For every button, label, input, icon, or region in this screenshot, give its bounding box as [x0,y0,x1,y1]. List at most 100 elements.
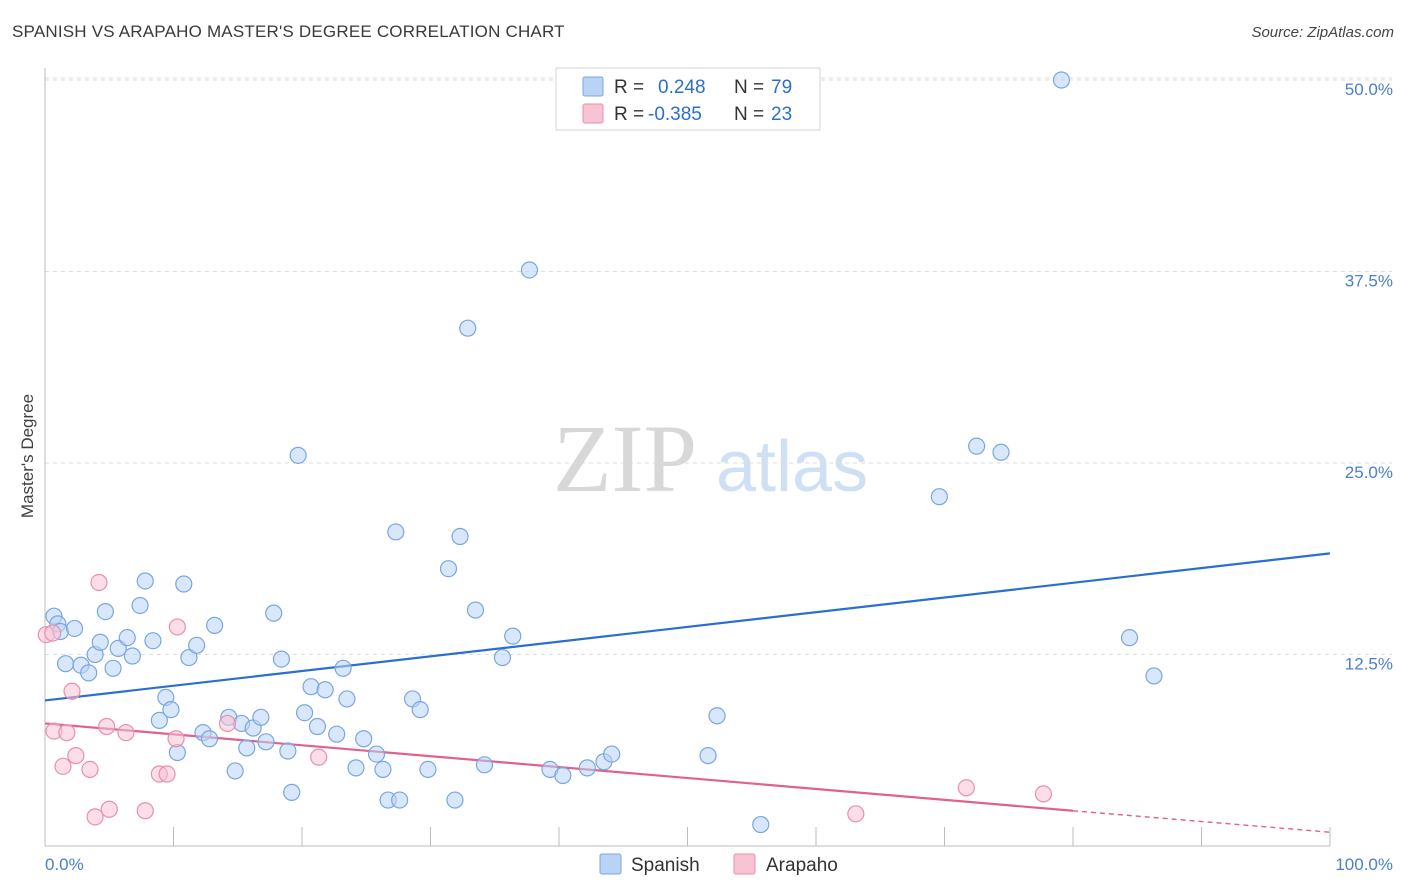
watermark-zip: ZIP [553,405,697,512]
arapaho-point-8 [86,808,104,826]
spanish-point-30 [238,739,256,757]
arapaho-point-5 [63,682,81,700]
spanish-point-60 [466,601,485,619]
arapaho-point-15 [158,765,176,783]
spanish-point-23 [188,636,206,654]
arapaho-point-9 [90,573,108,592]
y-tick-label-2: 37.5% [1345,272,1393,291]
spanish-point-69 [603,745,621,763]
spanish-point-47 [355,730,373,748]
spanish-point-59 [459,319,477,337]
spanish-point-57 [446,791,464,809]
spanish-point-71 [708,707,726,725]
spanish-point-73 [930,488,948,506]
spanish-point-22 [180,648,198,667]
spanish-point-55 [419,760,437,779]
legend-n-label-spanish: N = [734,77,764,98]
spanish-point-35 [272,650,291,668]
spanish-point-62 [493,648,512,667]
arapaho-point-11 [100,800,118,818]
arapaho-point-18 [218,714,237,733]
x-tick-label-0: 0.0% [45,855,84,874]
spanish-point-28 [226,762,244,780]
spanish-trend-line [44,552,1331,702]
y-tick-label-0: 12.5% [1345,655,1393,674]
spanish-point-74 [968,437,986,455]
legend-r-label-arapaho: R = [614,104,644,125]
legend-n-label-arapaho: N = [734,104,764,125]
spanish-point-51 [387,523,405,541]
arapaho-point-21 [957,779,975,797]
arapaho-point-22 [1034,785,1053,803]
spanish-point-36 [279,742,297,760]
spanish-point-56 [439,560,458,578]
data-points [37,71,1163,834]
arapaho-point-4 [58,724,76,742]
arapaho-point-7 [81,760,99,779]
spanish-point-63 [504,627,522,645]
bottom-legend-spanish: Spanish [631,855,700,876]
spanish-point-33 [257,733,275,751]
bottom-legend-swatch-spanish [599,853,622,875]
spanish-point-39 [295,704,314,722]
spanish-point-42 [316,681,334,699]
axes [44,68,1331,847]
spanish-point-52 [391,791,409,809]
spanish-point-19 [162,701,180,719]
spanish-point-45 [338,690,356,708]
spanish-point-4 [65,619,84,638]
source-credit: Source: ZipAtlas.com [1251,24,1394,41]
spanish-point-76 [1052,71,1071,89]
spanish-point-61 [475,756,494,774]
spanish-point-12 [118,629,136,647]
spanish-point-34 [265,604,283,622]
trend-lines [44,552,1331,833]
spanish-point-15 [136,572,154,590]
spanish-point-43 [328,725,346,743]
spanish-point-78 [1145,667,1163,685]
spanish-point-54 [411,701,429,719]
spanish-point-44 [334,659,352,677]
spanish-point-25 [200,730,219,748]
arapaho-point-10 [98,717,116,736]
spanish-point-67 [578,759,596,777]
spanish-point-46 [347,759,365,777]
spanish-point-16 [144,632,162,650]
spanish-point-10 [104,659,122,677]
spanish-point-64 [520,261,539,279]
spanish-point-37 [283,783,301,801]
spanish-point-58 [451,527,469,546]
legend-r-label-spanish: R = [614,77,644,98]
spanish-point-41 [308,717,327,736]
spanish-point-21 [175,575,193,593]
bottom-legend-arapaho: Arapaho [766,855,838,876]
bottom-legend: Spanish Arapaho [599,853,838,876]
arapaho-point-17 [168,618,186,636]
y-tick-label-3: 50.0% [1345,80,1393,99]
legend-r-value-arapaho: -0.385 [648,104,702,125]
arapaho-point-1 [44,624,62,642]
spanish-point-6 [80,664,98,682]
spanish-point-48 [367,745,386,763]
spanish-point-75 [992,443,1010,461]
arapaho-point-20 [847,805,865,823]
y-tick-label-1: 25.0% [1345,463,1393,482]
spanish-point-38 [289,446,307,464]
x-tick-label-1: 100.0% [1335,855,1393,874]
spanish-point-14 [131,596,149,615]
spanish-point-17 [150,711,168,729]
arapaho-trend-line-extension [1072,810,1331,833]
spanish-point-9 [96,603,114,621]
legend-swatch-arapaho [582,103,604,124]
y-axis-label: Master's Degree [18,394,37,518]
spanish-point-3 [56,655,75,673]
arapaho-point-3 [54,757,72,775]
gridlines [45,77,1392,655]
tick-labels: 12.5% 25.0% 37.5% 50.0% 0.0% 100.0% [45,80,1393,874]
spanish-point-40 [302,678,320,696]
arapaho-point-16 [167,730,185,748]
arapaho-point-6 [67,747,85,765]
arapaho-point-19 [310,748,328,766]
chart-title: SPANISH VS ARAPAHO MASTER'S DEGREE CORRE… [12,22,565,41]
